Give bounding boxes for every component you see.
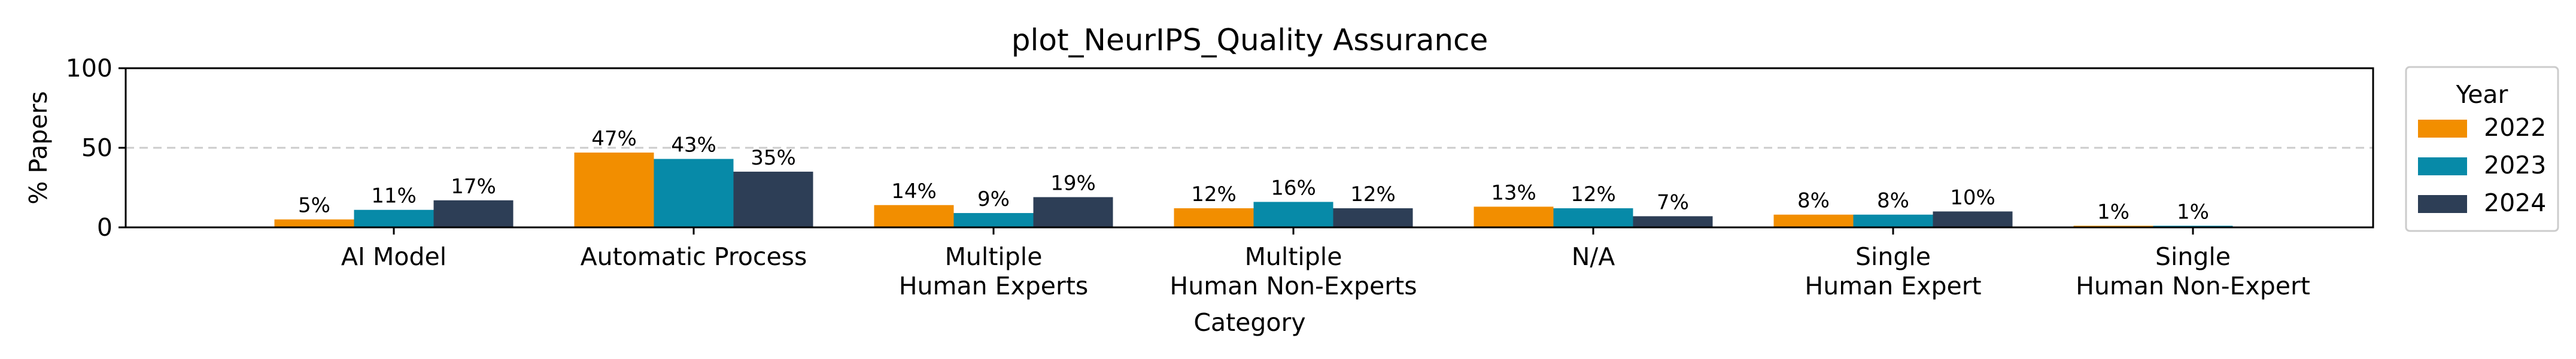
x-tick-label: Human Non-Experts [1169,272,1417,300]
bar-label: 12% [1191,182,1237,206]
bar [733,171,813,227]
bar [574,152,654,227]
legend: Year 2022 2023 2024 [2405,66,2559,232]
bar [1773,214,1854,227]
bar [1633,216,1713,227]
chart-title: plot_NeurIPS_Quality Assurance [1011,23,1489,57]
legend-title: Year [2456,80,2508,109]
bar [354,209,434,227]
bar-label: 10% [1950,185,1995,209]
legend-label: 2023 [2484,151,2546,180]
x-tick-label: N/A [1572,242,1615,271]
x-tick-label: Human Expert [1805,272,1981,300]
y-axis: 0 50 100 [66,54,126,242]
bar [1474,206,1554,227]
bar-label: 43% [671,133,716,157]
y-tick-label: 50 [81,133,113,162]
bar-label: 1% [2097,200,2130,224]
bar [274,219,354,227]
bar-label: 19% [1050,171,1096,195]
x-tick-label: AI Model [341,242,446,271]
bar-label: 9% [977,187,1010,211]
x-tick-label: Single [2155,242,2231,271]
y-tick-label: 0 [97,213,113,242]
bar [1033,197,1113,227]
bar [433,200,514,227]
bar [1253,202,1333,227]
bar-label: 8% [1877,189,1909,213]
bar-label: 14% [891,180,937,203]
bar-label: 16% [1271,176,1316,200]
legend-swatch [2418,157,2467,175]
y-tick-label: 100 [66,54,113,83]
bar-label: 8% [1797,189,1830,213]
x-tick-label: Automatic Process [581,242,807,271]
legend-label: 2022 [2484,113,2546,142]
bar-label: 12% [1570,182,1616,206]
x-tick-label: Human Experts [899,272,1089,300]
x-axis-label: Category [1193,308,1305,337]
bar [1174,208,1254,227]
bar-label: 1% [2177,200,2209,224]
bar-labels-layer: 5% 11% 17% 47% 43% 35% 14% 9% 19% 12% 16% 12% 13% 12%… [298,127,2209,224]
bar [1553,208,1633,227]
y-axis-label: % Papers [24,91,53,204]
bar [1333,208,1413,227]
legend-frame [2405,66,2559,232]
bar [1933,211,2013,227]
bar [654,159,734,227]
bar-label: 13% [1491,181,1536,205]
bar-label: 5% [298,194,330,218]
bar [874,205,954,227]
bar-label: 17% [451,175,496,199]
legend-swatch [2418,195,2467,213]
bar-label: 47% [591,127,637,151]
bar-label: 7% [1657,190,1689,214]
legend-label: 2024 [2484,188,2546,217]
x-tick-label: Multiple [945,242,1043,271]
bar-label: 11% [371,184,417,208]
x-tick-label: Human Non-Expert [2076,272,2310,300]
bar [953,213,1034,227]
legend-swatch [2418,120,2467,138]
x-tick-label: Multiple [1245,242,1342,271]
bars-layer [274,152,2233,227]
legend-items: 2022 2023 2024 [2418,113,2546,217]
bar-label: 12% [1350,182,1396,206]
bar [1853,214,1933,227]
x-tick-label: Single [1855,242,1931,271]
bar-label: 35% [751,146,796,170]
